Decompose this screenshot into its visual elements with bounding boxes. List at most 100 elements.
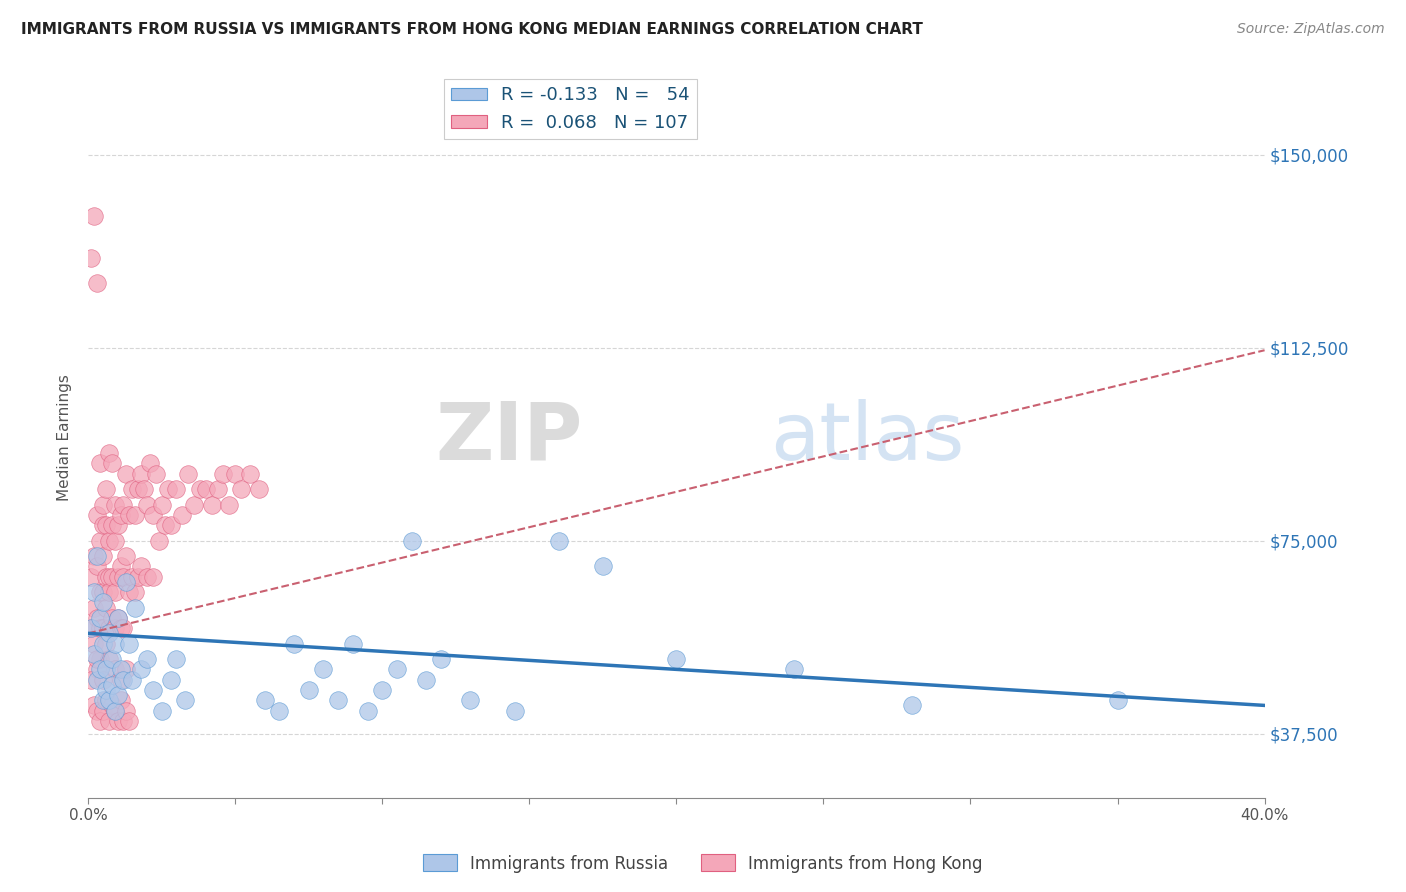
Point (97, 533, 120, 548)
Point (129, 662, 152, 676)
Point (115, 549, 138, 563)
Point (100, 518, 122, 533)
Point (188, 482, 211, 496)
Point (107, 714, 129, 728)
Point (100, 457, 122, 471)
Point (112, 714, 135, 728)
Point (107, 570, 129, 584)
Point (104, 637, 127, 651)
Point (83, 647, 105, 661)
Point (159, 518, 181, 533)
Point (86, 549, 108, 563)
Point (127, 570, 149, 584)
Point (89, 533, 111, 548)
Text: IMMIGRANTS FROM RUSSIA VS IMMIGRANTS FROM HONG KONG MEDIAN EARNINGS CORRELATION : IMMIGRANTS FROM RUSSIA VS IMMIGRANTS FRO… (21, 22, 922, 37)
Point (212, 467, 235, 481)
Point (110, 508, 132, 522)
Point (86, 673, 108, 687)
Point (94, 637, 117, 651)
Point (356, 704, 378, 718)
Point (121, 673, 143, 687)
Point (80, 251, 103, 265)
Point (148, 533, 170, 548)
Point (100, 611, 122, 625)
Point (94, 570, 117, 584)
Point (91, 595, 114, 609)
Point (80, 673, 103, 687)
Point (503, 704, 526, 718)
Point (201, 498, 224, 512)
Point (118, 637, 141, 651)
Point (94, 600, 117, 615)
Point (165, 652, 187, 666)
Point (460, 693, 482, 707)
Point (592, 559, 614, 574)
Point (153, 518, 176, 533)
Point (100, 570, 122, 584)
Point (110, 673, 132, 687)
Point (132, 482, 155, 496)
Point (224, 467, 246, 481)
Point (89, 611, 111, 625)
Point (91, 518, 114, 533)
Point (136, 652, 159, 666)
Point (107, 518, 129, 533)
Point (142, 683, 165, 698)
Point (80, 570, 103, 584)
Point (371, 683, 394, 698)
Point (107, 611, 129, 625)
Legend: R = -0.133   N =   54, R =  0.068   N = 107: R = -0.133 N = 54, R = 0.068 N = 107 (444, 79, 697, 139)
Point (91, 585, 114, 599)
Point (328, 693, 350, 707)
Point (150, 704, 173, 718)
Point (115, 574, 138, 589)
Point (94, 482, 117, 496)
Point (430, 652, 453, 666)
Point (124, 585, 146, 599)
Point (107, 611, 129, 625)
Point (83, 698, 105, 713)
Point (110, 559, 132, 574)
Point (385, 662, 408, 676)
Point (104, 585, 127, 599)
Point (269, 704, 291, 718)
Point (156, 482, 179, 496)
Point (91, 693, 114, 707)
Point (415, 673, 437, 687)
Point (118, 508, 141, 522)
Point (89, 621, 111, 635)
Point (94, 693, 117, 707)
Point (97, 570, 120, 584)
Point (124, 508, 146, 522)
Point (100, 678, 122, 692)
Point (83, 585, 105, 599)
Point (110, 662, 132, 676)
Point (89, 662, 111, 676)
Point (86, 559, 108, 574)
Point (86, 704, 108, 718)
Point (80, 621, 103, 635)
Point (110, 693, 132, 707)
Point (97, 693, 120, 707)
Point (124, 600, 146, 615)
Point (86, 611, 108, 625)
Point (112, 498, 135, 512)
Point (136, 498, 159, 512)
Point (104, 533, 127, 548)
Point (91, 549, 114, 563)
Point (298, 683, 321, 698)
Point (177, 467, 200, 481)
Point (118, 585, 141, 599)
Point (112, 673, 135, 687)
Point (97, 714, 120, 728)
Point (547, 533, 569, 548)
Point (142, 570, 165, 584)
Point (83, 637, 105, 651)
Point (129, 559, 152, 574)
Point (112, 621, 135, 635)
Point (86, 508, 108, 522)
Point (104, 662, 127, 676)
Point (100, 652, 122, 666)
Point (104, 704, 127, 718)
Point (89, 457, 111, 471)
